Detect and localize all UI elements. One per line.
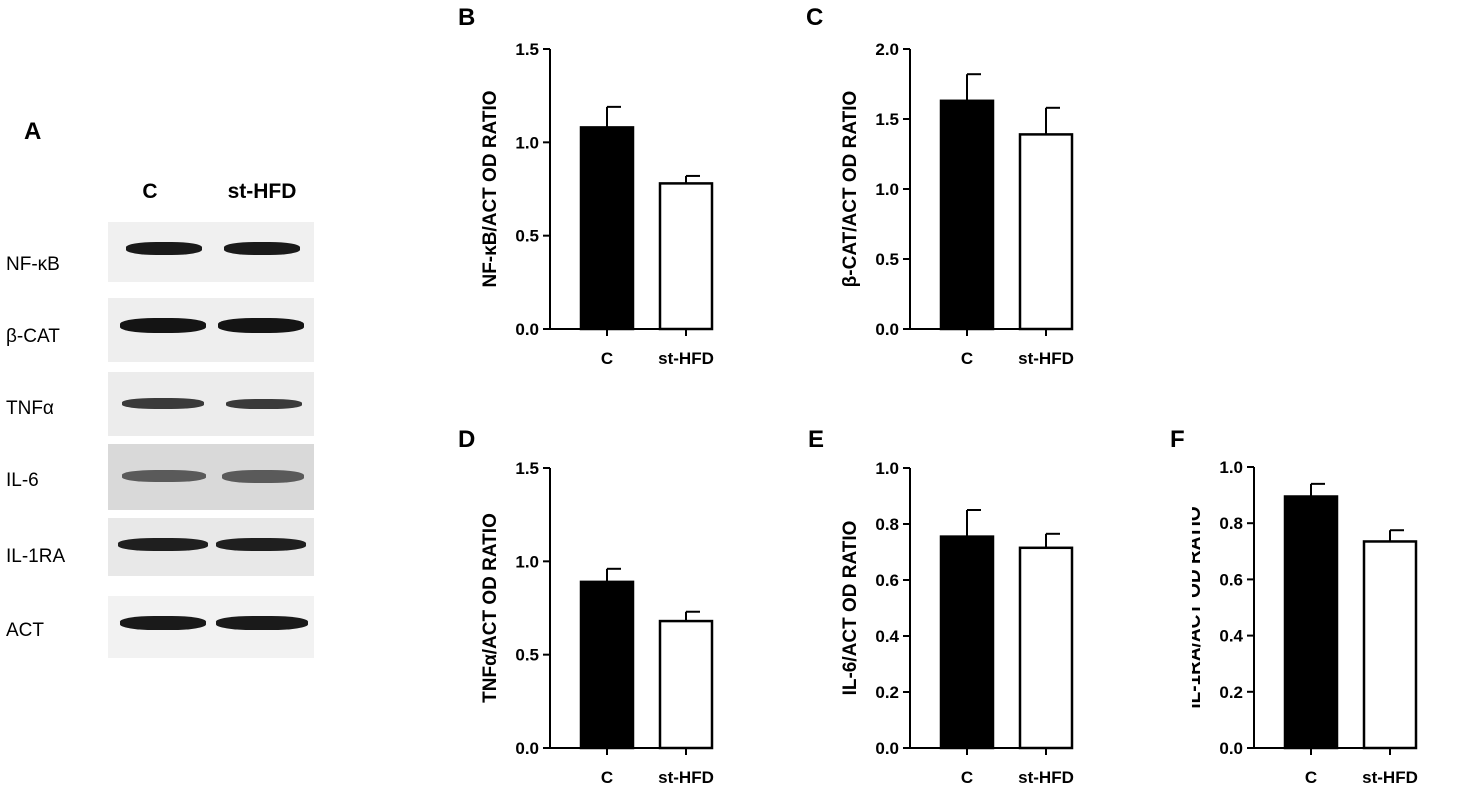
bar	[939, 99, 995, 331]
y-tick-label: 1.0	[515, 133, 539, 152]
blot-band	[218, 318, 304, 333]
y-tick-label: 1.5	[515, 40, 539, 59]
protein-label-bcat: β-CAT	[6, 326, 60, 347]
blot-strip	[108, 518, 314, 576]
x-tick-label: st-HFD	[1018, 768, 1074, 787]
blot-band	[216, 616, 308, 630]
blot-band	[120, 616, 206, 630]
y-tick-label: 0.2	[1219, 683, 1243, 702]
x-tick-label: C	[601, 349, 613, 368]
blot-strip	[108, 444, 314, 510]
y-axis-label: NF-κB/ACT OD RATIO	[480, 90, 501, 287]
bar-chart-il1ra: 0.0 0.2 0.4 0.6 0.8 1.0 IL-1RA/ACT OD RATIO C st…	[1192, 458, 1418, 787]
bar-chart-bcat: 0.0 0.5 1.0 1.5 2.0 β-CAT/ACT OD RATIO C st-HFD	[840, 40, 1074, 368]
protein-label-act: ACT	[6, 620, 44, 641]
x-tick-label: st-HFD	[658, 349, 714, 368]
y-tick-label: 0.8	[1219, 514, 1243, 533]
panel-label-d: D	[458, 426, 476, 453]
protein-label-tnfa: TNFα	[6, 398, 54, 419]
y-tick-label: 0.0	[1219, 739, 1243, 758]
y-axis-label: IL-1RA/ACT OD RATIO	[1192, 506, 1205, 708]
bar	[1283, 495, 1339, 750]
x-tick-label: st-HFD	[1362, 768, 1418, 787]
y-tick-label: 0.5	[875, 250, 899, 269]
blot-strip	[108, 298, 314, 362]
x-tick-label: st-HFD	[1018, 349, 1074, 368]
protein-label-nfkb: NF-κB	[6, 254, 60, 275]
blot-strip	[108, 372, 314, 436]
bar	[1018, 133, 1074, 331]
bar-chart-il6: 0.0 0.2 0.4 0.6 0.8 1.0 IL-6/ACT OD RATIO C st-H…	[840, 459, 1074, 787]
y-tick-label: 1.5	[515, 459, 539, 478]
blot-band	[216, 538, 306, 551]
x-tick-label: C	[961, 768, 973, 787]
y-tick-label: 0.5	[515, 227, 539, 246]
y-tick-label: 0.5	[515, 646, 539, 665]
y-tick-label: 0.4	[1219, 627, 1243, 646]
y-tick-label: 1.0	[875, 459, 899, 478]
bar	[579, 580, 635, 750]
y-tick-label: 0.0	[515, 739, 539, 758]
bar	[939, 535, 995, 750]
y-tick-label: 1.0	[515, 552, 539, 571]
bar	[579, 126, 635, 331]
bar	[1362, 540, 1418, 750]
y-tick-label: 2.0	[875, 40, 899, 59]
blot-band	[122, 470, 206, 482]
blot-strip	[108, 596, 314, 658]
lane-label-st-hfd: st-HFD	[227, 180, 297, 203]
panel-label-f: F	[1170, 426, 1185, 453]
y-tick-label: 1.0	[875, 180, 899, 199]
panel-label-b: B	[458, 4, 476, 31]
y-axis-label: TNFα/ACT OD RATIO	[480, 513, 501, 703]
blot-band	[122, 398, 204, 409]
blot-band	[126, 242, 202, 255]
y-tick-label: 1.0	[1219, 458, 1243, 477]
y-tick-label: 0.4	[875, 627, 899, 646]
bar	[658, 182, 714, 331]
blot-band	[224, 242, 300, 255]
y-tick-label: 1.5	[875, 110, 899, 129]
blot-band	[226, 399, 302, 409]
y-tick-label: 0.6	[875, 571, 899, 590]
blot-band	[120, 318, 206, 333]
x-tick-label: C	[961, 349, 973, 368]
y-tick-label: 0.0	[875, 739, 899, 758]
y-tick-label: 0.2	[875, 683, 899, 702]
bar	[658, 619, 714, 750]
western-blot-panel: C st-HFD NF-κB β-CAT TNFα IL-6 IL-1RA AC…	[0, 0, 330, 802]
blot-band	[118, 538, 208, 551]
panel-label-e: E	[808, 426, 825, 453]
blot-band	[222, 470, 304, 483]
y-axis-label: β-CAT/ACT OD RATIO	[840, 91, 861, 288]
bar-chart-nfkb: 0.0 0.5 1.0 1.5 NF-κB/ACT OD RATIO C st-HFD	[480, 40, 714, 368]
bar-chart-tnfa: 0.0 0.5 1.0 1.5 TNFα/ACT OD RATIO C st-HFD	[480, 459, 714, 787]
y-tick-label: 0.6	[1219, 570, 1243, 589]
panel-label-a: A	[24, 118, 42, 145]
x-tick-label: st-HFD	[658, 768, 714, 787]
panel-label-c: C	[806, 4, 824, 31]
x-tick-label: C	[1305, 768, 1317, 787]
y-tick-label: 0.8	[875, 515, 899, 534]
bar	[1018, 546, 1074, 750]
x-tick-label: C	[601, 768, 613, 787]
blot-strip	[108, 222, 314, 282]
protein-label-il1ra: IL-1RA	[6, 546, 66, 567]
lane-label-control: C	[142, 180, 158, 203]
y-axis-label: IL-6/ACT OD RATIO	[840, 521, 861, 696]
y-tick-label: 0.0	[515, 320, 539, 339]
protein-label-il6: IL-6	[6, 470, 39, 491]
y-tick-label: 0.0	[875, 320, 899, 339]
